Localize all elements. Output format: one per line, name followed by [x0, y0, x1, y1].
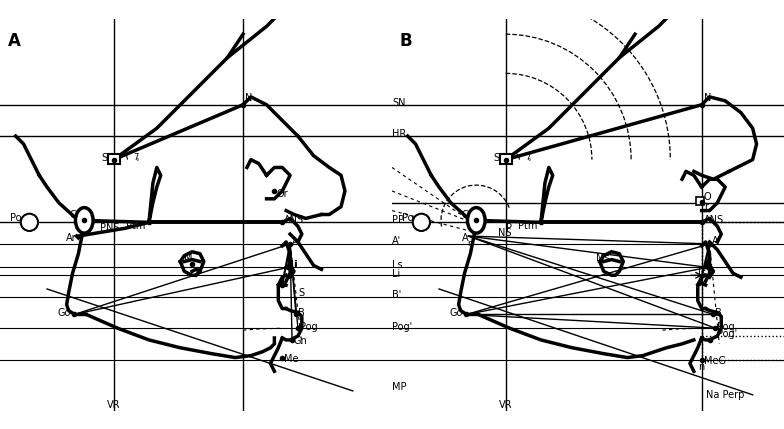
- Text: N: N: [704, 93, 711, 103]
- Text: Ii: Ii: [704, 260, 711, 270]
- Text: 7: 7: [133, 153, 139, 162]
- Text: N: N: [245, 93, 252, 103]
- Text: r: r: [704, 202, 708, 211]
- Text: P: P: [506, 223, 511, 233]
- Text: A: A: [8, 32, 20, 50]
- Text: NS: NS: [498, 228, 511, 239]
- Text: Go: Go: [449, 308, 463, 317]
- Text: Me: Me: [284, 354, 299, 364]
- Text: S: S: [102, 153, 108, 163]
- Text: S: S: [494, 153, 500, 163]
- Text: M: M: [183, 254, 192, 263]
- Text: ANS: ANS: [704, 215, 724, 225]
- Text: B: B: [400, 32, 412, 50]
- Text: Ptm: Ptm: [517, 221, 537, 231]
- Text: Na Perp: Na Perp: [706, 390, 744, 400]
- Text: O: O: [704, 192, 711, 202]
- Text: SN: SN: [392, 98, 405, 108]
- Bar: [695, 197, 704, 205]
- Text: Po: Po: [402, 213, 414, 224]
- Text: VR: VR: [499, 400, 513, 410]
- Text: PP: PP: [392, 215, 404, 225]
- Text: Po: Po: [10, 213, 21, 224]
- Text: S: S: [298, 288, 304, 298]
- Text: Ar: Ar: [66, 233, 76, 243]
- Text: Gn: Gn: [294, 336, 308, 346]
- Text: MeG: MeG: [704, 356, 726, 366]
- Bar: [500, 154, 511, 163]
- Text: Ms: Ms: [596, 254, 610, 263]
- Text: A: A: [292, 237, 299, 247]
- Text: Ii: Ii: [290, 260, 298, 270]
- Text: A': A': [392, 236, 401, 246]
- Circle shape: [412, 214, 430, 231]
- Text: Pog: Pog: [299, 322, 318, 332]
- Text: B: B: [715, 308, 722, 317]
- Text: °: °: [135, 160, 139, 166]
- Text: I: I: [284, 279, 287, 289]
- Text: Co: Co: [462, 209, 474, 220]
- Text: r: r: [467, 239, 470, 248]
- Text: °: °: [527, 160, 531, 166]
- Text: Li: Li: [392, 269, 401, 279]
- Circle shape: [20, 214, 38, 231]
- Text: B': B': [392, 290, 401, 300]
- Text: Pog: Pog: [717, 322, 735, 332]
- Text: Is: Is: [698, 268, 706, 278]
- Text: PNS: PNS: [100, 223, 119, 233]
- Text: Pog': Pog': [717, 329, 738, 339]
- Text: A: A: [462, 233, 468, 243]
- Ellipse shape: [75, 208, 93, 233]
- Ellipse shape: [467, 208, 485, 233]
- Text: n: n: [699, 363, 705, 372]
- Text: Ls: Ls: [392, 260, 403, 270]
- Text: MP: MP: [392, 382, 406, 392]
- Text: s: s: [196, 266, 201, 276]
- Text: Co: Co: [70, 209, 82, 220]
- Text: VR: VR: [107, 400, 121, 410]
- Text: Pog': Pog': [392, 322, 412, 332]
- Bar: [108, 154, 119, 163]
- Text: A: A: [712, 236, 718, 246]
- Text: ANS: ANS: [284, 215, 304, 225]
- Text: Go: Go: [57, 308, 71, 317]
- Text: Or: Or: [276, 189, 288, 199]
- Text: B: B: [298, 308, 305, 317]
- Text: HR: HR: [392, 129, 406, 139]
- Text: 7: 7: [525, 153, 531, 162]
- Text: Ptm: Ptm: [125, 221, 145, 231]
